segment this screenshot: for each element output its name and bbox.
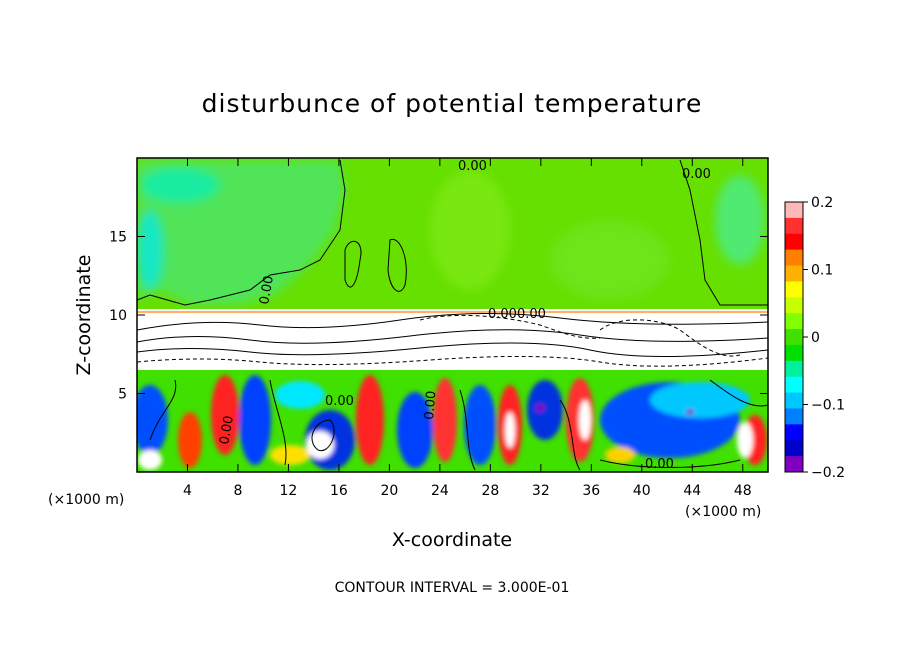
contour-label-low-1: 0.00 <box>325 394 354 409</box>
blue-blob-6 <box>527 380 563 440</box>
cyan-blob-2 <box>275 381 325 409</box>
colorbar-swatch <box>785 297 803 314</box>
z-axis: 5 10 15 <box>109 230 768 403</box>
white-core-5 <box>737 422 753 458</box>
contour-label-mid: 0.000.00 <box>488 307 546 322</box>
colorbar-swatch <box>785 313 803 330</box>
x-tick-label-4: 4 <box>183 483 192 499</box>
white-core-4 <box>579 400 591 440</box>
contour-label-low-3: 0.00 <box>422 390 439 420</box>
contour-label-low-2: 0.00 <box>217 415 237 446</box>
colorbar-swatch <box>785 408 803 425</box>
contour-lines <box>137 159 768 471</box>
x-tick-label-20: 20 <box>380 483 398 499</box>
colorbar-swatch <box>785 392 803 409</box>
z-tick-label-10: 10 <box>109 308 127 324</box>
x-tick-label-8: 8 <box>233 483 242 499</box>
colorbar-swatch <box>785 249 803 267</box>
white-core-2 <box>306 431 334 459</box>
purple-core-2 <box>686 409 694 415</box>
x-tick-label-24: 24 <box>431 483 449 499</box>
white-core-1 <box>138 450 162 470</box>
x-tick-label-32: 32 <box>532 483 550 499</box>
x-tick-label-16: 16 <box>330 483 348 499</box>
red-blob-4 <box>433 378 457 462</box>
heatmap-field: 0.00 0.00 0.000.00 0.00 0.00 0.00 0.00 0… <box>137 158 768 472</box>
blue-blob-5 <box>464 385 496 465</box>
blue-blob-1 <box>137 385 168 455</box>
x-axis-label: X-coordinate <box>392 529 512 551</box>
blue-blob-4 <box>397 392 433 468</box>
upper-cyan-spot-1 <box>140 167 220 203</box>
purple-core-1 <box>535 404 545 412</box>
contour-interval-note: CONTOUR INTERVAL = 3.000E-01 <box>335 580 570 596</box>
x-tick-label-44: 44 <box>683 483 701 499</box>
colorbar-swatch <box>785 265 803 282</box>
colorbar-tick-label: 0 <box>811 330 820 346</box>
colorbar-swatch <box>785 329 803 346</box>
white-core-3 <box>505 412 515 448</box>
colorbar: 0.2 0.1 0 −0.1 −0.2 <box>784 195 845 481</box>
contour-label-top-1: 0.00 <box>458 159 487 174</box>
chart-title: disturbunce of potential temperature <box>202 89 703 118</box>
contour-label-left-vert: 0.00 <box>257 275 277 306</box>
x-tick-label-48: 48 <box>734 483 752 499</box>
colorbar-swatch <box>785 344 803 362</box>
contour-label-top-2: 0.00 <box>682 167 711 182</box>
colorbar-swatch <box>785 424 803 441</box>
x-axis: 4 8 12 16 20 24 28 32 36 40 44 48 <box>183 158 752 499</box>
upper-cyan-spot-4 <box>550 220 670 300</box>
z-tick-label-15: 15 <box>109 230 127 246</box>
red-blob-3 <box>356 375 384 465</box>
x-tick-label-12: 12 <box>280 483 298 499</box>
colorbar-swatch <box>785 376 803 394</box>
colorbar-swatch <box>785 360 803 378</box>
colorbar-tick-label: 0.2 <box>811 195 833 211</box>
x-tick-label-36: 36 <box>582 483 600 499</box>
blue-blob-2 <box>239 375 271 465</box>
colorbar-swatch <box>785 456 803 473</box>
z-tick-label-5: 5 <box>118 387 127 403</box>
red-blob-1 <box>211 375 239 455</box>
red-blob-2 <box>178 412 202 468</box>
x-unit-label-right: (×1000 m) <box>685 504 761 520</box>
yellow-blob-2 <box>605 447 635 463</box>
colorbar-swatch <box>785 281 803 298</box>
colorbar-swatch <box>785 217 803 235</box>
upper-cyan-spot-2 <box>137 210 164 290</box>
colorbar-tick-label: −0.1 <box>811 398 845 414</box>
colorbar-swatch <box>785 233 803 251</box>
z-axis-label: Z-coordinate <box>73 255 95 376</box>
cyan-blob-1 <box>650 382 750 418</box>
x-unit-label-left: (×1000 m) <box>48 492 124 508</box>
colorbar-tick-label: 0.1 <box>811 263 833 279</box>
contour-label-low-4: 0.00 <box>645 457 674 472</box>
upper-light-spot <box>430 170 510 290</box>
x-tick-label-40: 40 <box>633 483 651 499</box>
upper-cyan-spot-3 <box>715 175 765 265</box>
colorbar-swatch <box>785 440 803 457</box>
x-tick-label-28: 28 <box>481 483 499 499</box>
colorbar-swatch <box>785 202 803 219</box>
colorbar-tick-label: −0.2 <box>811 465 845 481</box>
yellow-blob-1 <box>270 445 310 465</box>
